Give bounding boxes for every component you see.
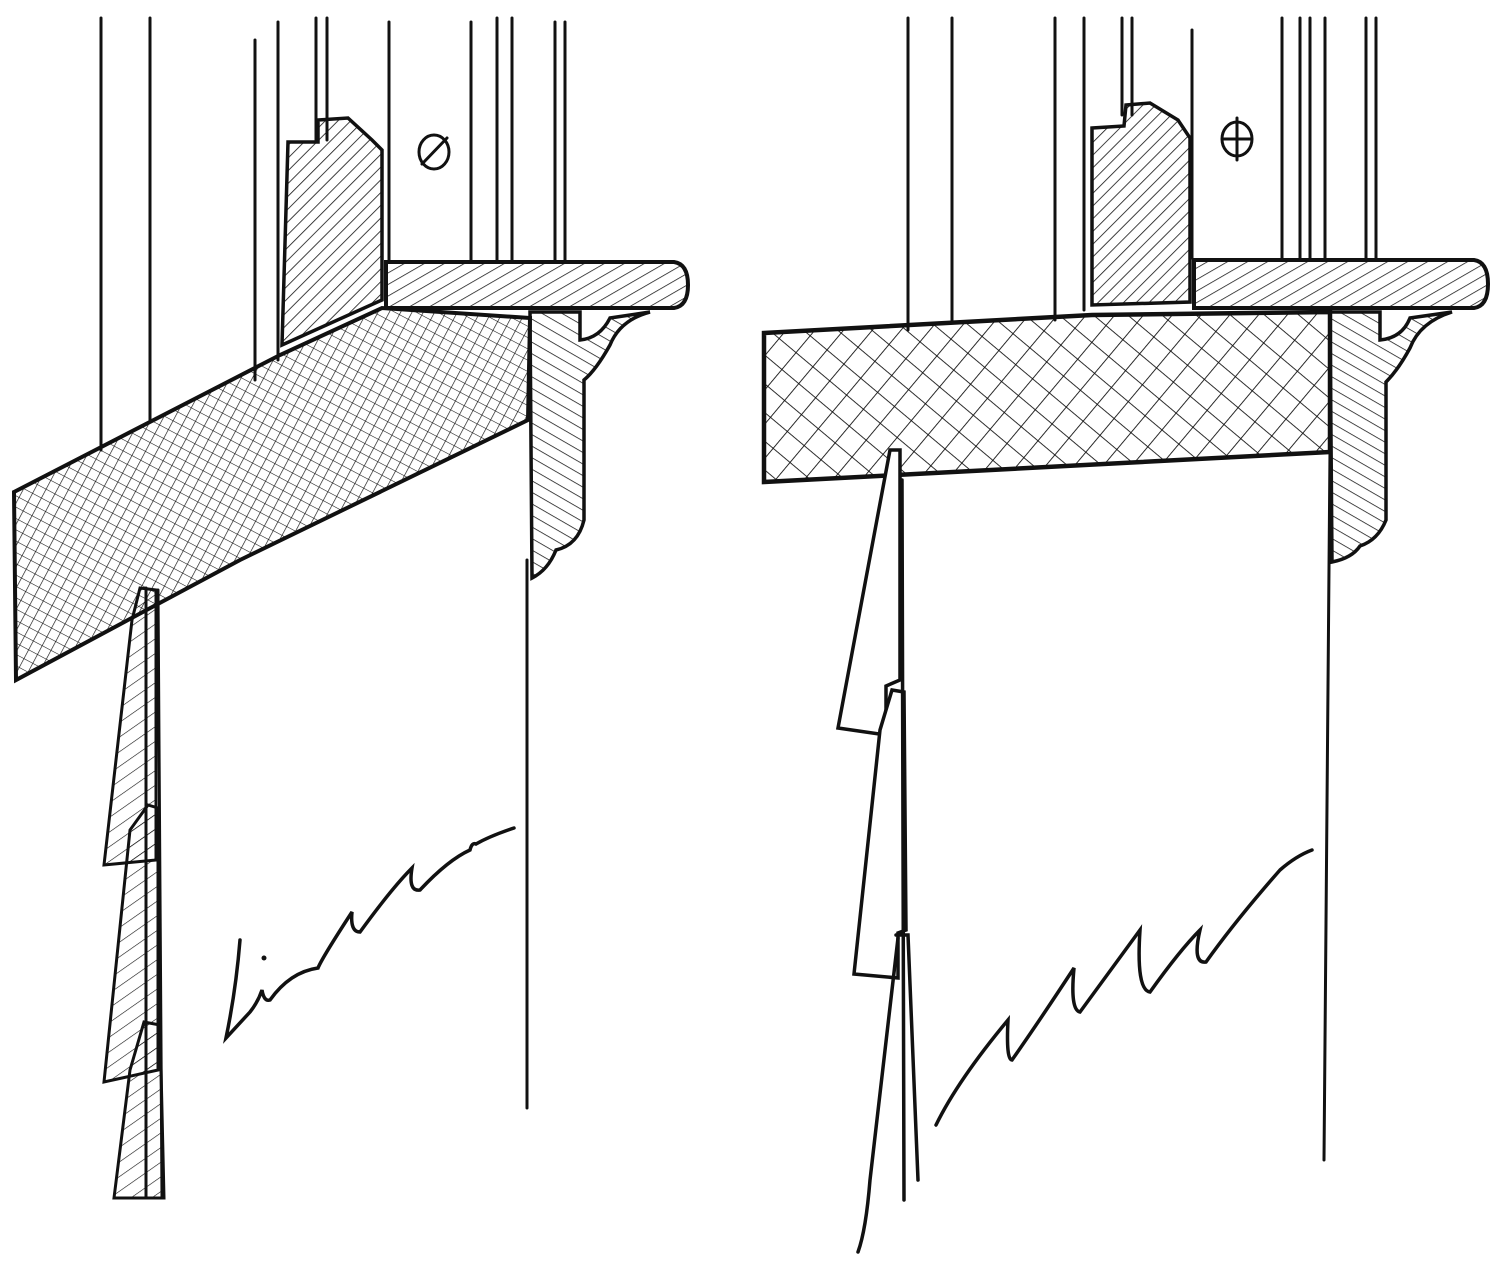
right-screw-icon: [1220, 116, 1254, 162]
left-stop-block: [280, 116, 384, 348]
right-flat-sill: [761, 309, 1333, 485]
left-panel-sloped-sill: [11, 16, 691, 1200]
right-siding-boards: [835, 448, 920, 1254]
left-stool-board: [384, 260, 691, 310]
left-frame-lines: [99, 16, 567, 452]
right-stool-board: [1192, 258, 1491, 310]
right-wall-line: [1322, 448, 1332, 1162]
right-panel-flat-sill: [761, 16, 1491, 1254]
right-frame-lines: [906, 16, 1378, 332]
right-signature-scribble: [934, 848, 1314, 1127]
left-apron-casing: [528, 310, 651, 581]
left-sloped-sill: [11, 305, 533, 684]
left-signature-scribble: [222, 826, 516, 1044]
right-apron-casing: [1328, 310, 1453, 565]
right-stop-block: [1090, 101, 1192, 307]
left-siding-boards: [102, 586, 166, 1200]
left-screw-icon: [417, 133, 451, 171]
